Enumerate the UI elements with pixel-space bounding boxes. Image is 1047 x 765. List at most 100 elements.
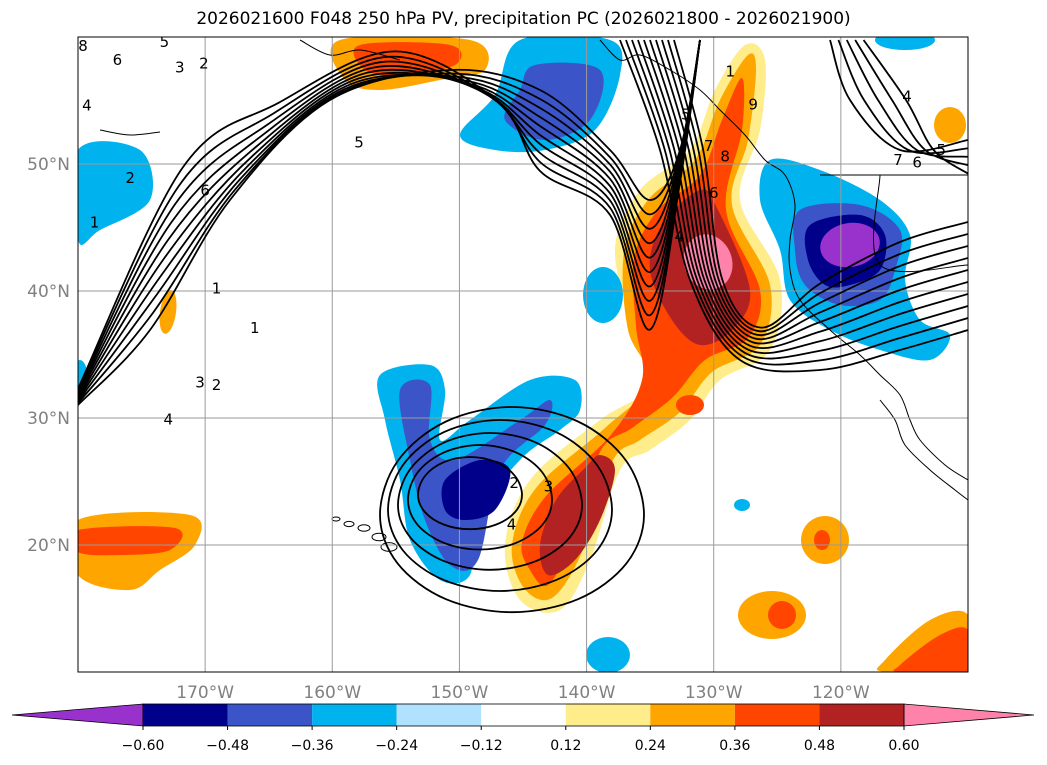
- contour-label: 2: [199, 55, 209, 73]
- hawaii-island-3: [371, 532, 387, 542]
- pv-contour-9: [78, 39, 701, 390]
- contour-label: 1: [212, 279, 222, 297]
- hawaii-island-1: [343, 520, 355, 528]
- x-tick-label: 120°W: [812, 683, 870, 703]
- contour-label: 6: [200, 182, 210, 200]
- pv-contour-25: [829, 39, 968, 153]
- colorbar-bin: [312, 704, 397, 726]
- colorbar: −0.60 −0.48 −0.36 −0.24 −0.12 0.12 0.24 0.36 0.4…: [11, 703, 1035, 754]
- x-tick-label: 150°W: [431, 683, 489, 703]
- pv-contour-29: [862, 39, 968, 175]
- precip-west-red: [78, 526, 183, 556]
- y-tick-label: 30°N: [27, 409, 70, 429]
- colorbar-bin: [734, 704, 820, 726]
- precip-blue-north-dark: [504, 62, 604, 140]
- colorbar-tick-label: −0.60: [122, 738, 165, 754]
- pv-contour-14: [379, 406, 645, 614]
- x-tick-label: 130°W: [685, 683, 743, 703]
- colorbar-bin: [650, 704, 735, 726]
- pv-contour-27: [846, 39, 968, 158]
- pv-contour-23: [667, 39, 968, 333]
- precip-small-orange: [159, 290, 177, 334]
- contour-label: 6: [709, 184, 719, 202]
- coastline-3: [873, 174, 968, 273]
- pv-contour-0: [78, 39, 701, 406]
- pv-contours: [78, 39, 968, 614]
- x-tick-label: 170°W: [176, 683, 234, 703]
- colorbar-extend-low: [11, 703, 144, 727]
- contour-label: 5: [160, 33, 170, 51]
- pv-contour-17: [631, 39, 968, 360]
- pv-contour-26: [837, 39, 968, 155]
- plot-frame: [77, 36, 969, 673]
- pv-contour-12: [397, 432, 583, 571]
- colorbar-bin: [565, 704, 651, 726]
- contour-label: 9: [748, 95, 758, 113]
- pv-contour-11: [407, 444, 553, 551]
- contour-label: 7: [893, 151, 903, 169]
- precip-top-right-blue: [875, 37, 935, 50]
- x-tick-label: 160°W: [303, 683, 361, 703]
- pv-contour-24: [673, 39, 968, 329]
- coastline-4: [299, 39, 401, 61]
- chart-title: 2026021600 F048 250 hPa PV, precipitatio…: [196, 9, 851, 29]
- contour-label: 4: [902, 88, 912, 106]
- precip-canada-orange: [934, 107, 966, 143]
- pv-contour-28: [854, 39, 968, 167]
- pv-contour-16: [625, 39, 968, 366]
- y-tick-label: 40°N: [27, 282, 70, 302]
- colorbar-bin: [227, 704, 313, 726]
- precip-small-red: [676, 395, 704, 415]
- pv-contour-21: [655, 39, 968, 341]
- precip-south-red: [768, 601, 796, 629]
- precip-small-blue: [583, 267, 623, 323]
- colorbar-tick-label: −0.12: [460, 738, 503, 754]
- colorbar-bin: [396, 704, 482, 726]
- contour-label: 5: [681, 105, 691, 123]
- contour-label: 6: [912, 154, 922, 172]
- precipitation-shading: [78, 37, 968, 672]
- contour-label: 5: [354, 133, 364, 151]
- pv-contour-18: [637, 39, 968, 354]
- pv-contour-2: [78, 39, 701, 402]
- y-tick-label: 50°N: [27, 155, 70, 175]
- contour-label: 3: [544, 478, 554, 496]
- colorbar-extend-high: [903, 703, 1035, 727]
- pv-contour-3: [78, 39, 701, 401]
- contour-label: 8: [720, 147, 730, 165]
- contour-label: 2: [212, 376, 222, 394]
- axis-tick-labels: 170°W 160°W 150°W 140°W 130°W 120°W 20°N 30°N 40…: [27, 155, 870, 703]
- colorbar-tick-label: 0.36: [719, 738, 750, 754]
- contour-label: 1: [725, 62, 735, 80]
- contour-label: 7: [704, 137, 714, 155]
- pv-contour-19: [643, 39, 968, 350]
- contour-label: 1: [90, 213, 100, 231]
- x-tick-label: 140°W: [558, 683, 616, 703]
- precip-corner-red: [893, 627, 968, 672]
- pv-contour-13: [387, 419, 613, 592]
- contour-label: 5: [937, 141, 947, 159]
- colorbar-tick-label: −0.24: [375, 738, 418, 754]
- contour-label: 1: [250, 319, 260, 337]
- colorbar-frame: [142, 703, 905, 727]
- precip-far-west-blue: [78, 141, 153, 245]
- contour-label: 4: [675, 227, 685, 245]
- pv-contour-10: [417, 456, 523, 531]
- y-tick-label: 20°N: [27, 536, 70, 556]
- precip-subtropic-navy: [441, 459, 511, 520]
- hawaii-island-2: [357, 524, 371, 532]
- pv-contour-20: [649, 39, 968, 345]
- colorbar-tick-label: 0.24: [635, 738, 666, 754]
- contour-label: 4: [82, 97, 92, 115]
- colorbar-tick-label: 0.60: [888, 738, 919, 754]
- colorbar-tick-label: 0.12: [550, 738, 581, 754]
- precip-tiny-blue: [734, 499, 750, 511]
- contour-label: 2: [509, 474, 519, 492]
- precip-se-red: [814, 530, 830, 550]
- pv-contour-15: [619, 39, 968, 373]
- contour-label: 4: [507, 516, 517, 534]
- precip-south-blue: [586, 637, 630, 672]
- contour-label: 4: [163, 410, 173, 428]
